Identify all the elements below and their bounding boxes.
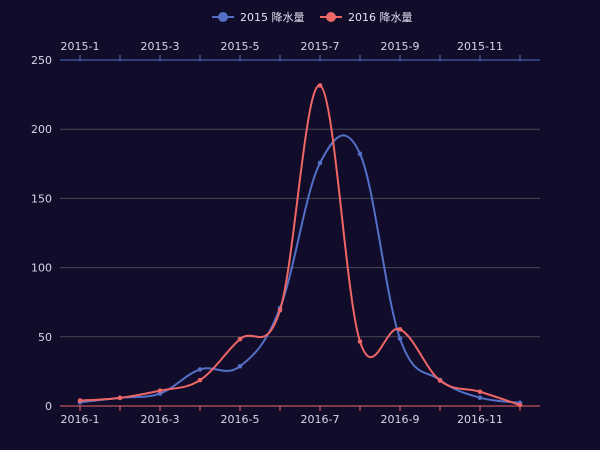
y-tick-label: 250 (31, 54, 52, 67)
series-line (79, 84, 521, 406)
data-point[interactable] (437, 378, 443, 383)
x-bottom-tick-label: 2016-5 (221, 413, 260, 426)
data-point[interactable] (517, 402, 523, 408)
data-point[interactable] (397, 336, 403, 341)
y-tick-label: 100 (31, 262, 52, 275)
x-top-tick-label: 2015-11 (457, 40, 503, 53)
legend-label: 2015 降水量 (240, 10, 305, 24)
x-bottom-tick-label: 2016-1 (61, 413, 100, 426)
grid (60, 128, 540, 338)
x-bottom-tick-label: 2016-3 (141, 413, 180, 426)
data-point[interactable] (157, 388, 163, 393)
data-point[interactable] (317, 160, 323, 166)
data-point[interactable] (77, 398, 83, 403)
y-tick-label: 0 (45, 400, 52, 413)
data-point[interactable] (117, 395, 123, 401)
data-point[interactable] (237, 363, 243, 369)
legend[interactable]: 2015 降水量 2016 降水量 (212, 10, 413, 24)
data-point[interactable] (477, 389, 483, 395)
x-top-tick-label: 2015-5 (221, 40, 260, 53)
x-bottom-tick-label: 2016-9 (381, 413, 420, 426)
legend-swatch-dot (326, 12, 336, 22)
data-point[interactable] (277, 307, 283, 313)
x-top-tick-label: 2015-7 (301, 40, 340, 53)
legend-swatch-dot (218, 12, 228, 22)
axes: 0 50 100 150 200 250 2015-1 2015-3 2015-5 2015-7 2… (31, 40, 540, 426)
x-bottom-tick-label: 2016-7 (301, 413, 340, 426)
data-point[interactable] (357, 151, 363, 157)
legend-label: 2016 降水量 (348, 10, 413, 24)
x-top-tick-label: 2015-1 (61, 40, 100, 53)
data-point[interactable] (397, 327, 403, 332)
y-tick-label: 50 (38, 331, 52, 344)
x-top-tick-label: 2015-9 (381, 40, 420, 53)
series (77, 83, 523, 408)
data-point[interactable] (317, 83, 323, 88)
legend-item[interactable]: 2016 降水量 (320, 10, 413, 24)
data-point[interactable] (357, 339, 363, 344)
y-tick-label: 200 (31, 123, 52, 136)
legend-item[interactable]: 2015 降水量 (212, 10, 305, 24)
y-tick-label: 150 (31, 192, 52, 205)
data-point[interactable] (197, 377, 203, 383)
data-point[interactable] (197, 367, 203, 372)
x-top-tick-label: 2015-3 (141, 40, 180, 53)
data-point[interactable] (237, 336, 243, 342)
data-point[interactable] (477, 395, 483, 400)
x-bottom-tick-label: 2016-11 (457, 413, 503, 426)
